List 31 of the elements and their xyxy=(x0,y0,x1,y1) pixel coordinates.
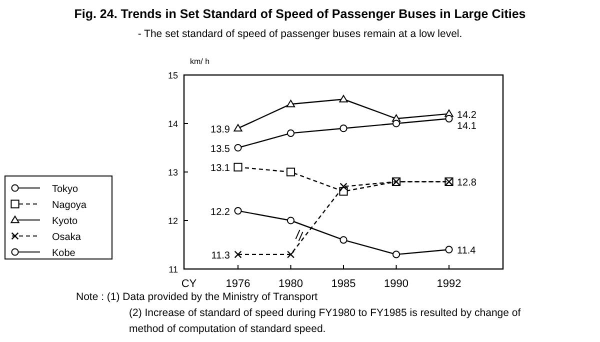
data-label: 14.2 xyxy=(457,110,477,121)
x-tick-label: 1992 xyxy=(436,278,462,290)
x-tick-label: 1990 xyxy=(384,278,408,290)
data-label: 13.1 xyxy=(210,163,230,174)
legend-label: Kobe xyxy=(52,248,76,259)
data-label: 12.8 xyxy=(457,178,477,189)
y-tick-label: 15 xyxy=(168,70,178,80)
x-tick-label: 1976 xyxy=(226,278,250,290)
text: (2) Increase of standard of speed during FY1980 to FY1985 is resulted by change of xyxy=(129,307,521,319)
y-axis-title: km/ h xyxy=(190,57,210,66)
x-tick-label: 1980 xyxy=(278,278,303,290)
x-axis-title: CY xyxy=(181,278,198,290)
x-tick-label: 1985 xyxy=(331,278,356,290)
legend-label: Kyoto xyxy=(52,216,78,227)
chart-title: Fig. 24. Trends in Set Standard of Speed of Passenger Buses in Large Cities xyxy=(74,7,526,21)
y-tick-label: 12 xyxy=(168,216,178,226)
y-tick-label: 11 xyxy=(168,264,178,274)
legend-label: Nagoya xyxy=(52,200,87,211)
data-label: 11.4 xyxy=(457,246,476,257)
data-label: 11.3 xyxy=(211,250,230,262)
data-label: 13.9 xyxy=(210,124,230,136)
y-tick-label: 14 xyxy=(168,119,178,129)
data-label: 14.1 xyxy=(457,120,477,132)
legend-label: Osaka xyxy=(52,232,82,243)
data-label: 12.2 xyxy=(210,206,230,218)
text: Note : (1) Data provided by the Ministry of Transport xyxy=(76,291,318,303)
legend-label: Tokyo xyxy=(52,184,79,195)
chart-subtitle: - The set standard of speed of passenger buses remain at a low level. xyxy=(138,28,462,40)
y-tick-label: 13 xyxy=(168,168,178,178)
data-label: 13.5 xyxy=(210,144,230,155)
text: method of computation of standard speed. xyxy=(129,323,326,335)
